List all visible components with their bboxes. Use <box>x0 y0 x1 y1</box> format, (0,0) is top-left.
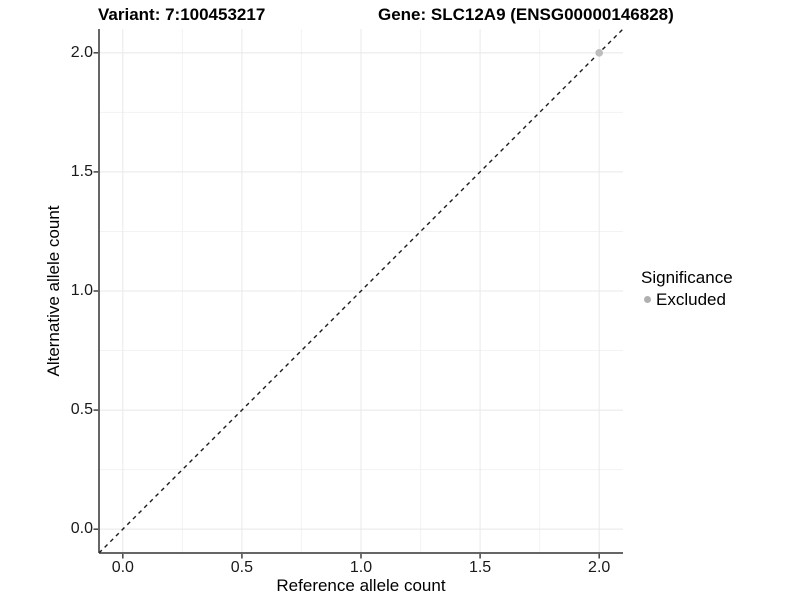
legend-item-label: Excluded <box>656 290 726 309</box>
identity-dashed-line <box>98 28 624 554</box>
y-tick-label: 1.5 <box>70 162 93 180</box>
x-axis-title: Reference allele count <box>276 576 446 595</box>
y-tick-label: 2.0 <box>70 43 93 61</box>
x-tick-label: 2.0 <box>588 559 611 576</box>
legend-marker-circle-icon <box>644 296 651 303</box>
y-tick-label: 0.0 <box>70 520 93 538</box>
legend-title: Significance <box>641 268 733 287</box>
y-axis-title: Alternative allele count <box>44 205 63 377</box>
y-tick-label: 0.5 <box>70 401 93 419</box>
gene-title: Gene: SLC12A9 (ENSG00000146828) <box>378 5 674 24</box>
x-tick-label: 1.0 <box>349 559 373 576</box>
x-tick-label: 1.5 <box>468 559 492 576</box>
legend: Significance Excluded <box>641 268 733 309</box>
legend-item: Excluded <box>641 290 733 309</box>
x-tick-label: 0.5 <box>230 559 254 576</box>
y-tick-label: 1.0 <box>70 282 93 299</box>
data-point-excluded <box>595 49 603 57</box>
x-tick-label: 0.0 <box>111 559 134 576</box>
variant-title: Variant: 7:100453217 <box>98 5 266 24</box>
legend-items: Excluded <box>641 290 733 309</box>
